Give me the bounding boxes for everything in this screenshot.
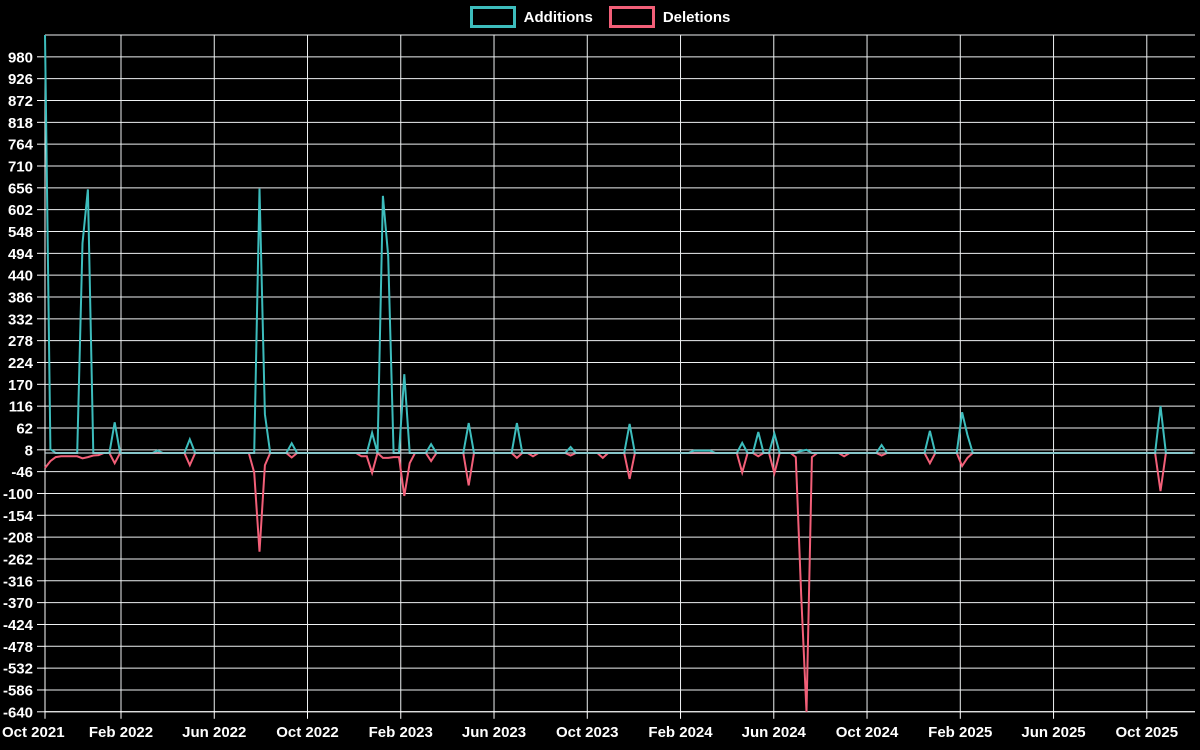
svg-text:-424: -424 (3, 617, 34, 634)
legend-additions-label: Additions (523, 8, 593, 26)
axes-and-ticks (37, 35, 1195, 719)
legend-deletions-label: Deletions (662, 8, 731, 26)
svg-text:-640: -640 (3, 704, 33, 721)
svg-text:62: 62 (16, 420, 33, 437)
svg-text:872: 872 (8, 93, 33, 110)
svg-text:602: 602 (8, 202, 33, 219)
svg-text:440: 440 (8, 268, 33, 285)
deletions-line (44, 451, 1193, 712)
svg-text:-208: -208 (3, 530, 33, 547)
gridlines (45, 34, 1195, 713)
x-axis-labels: Oct 2021 Feb 2022 Jun 2022 Oct 2022 Feb 2023… (2, 724, 1178, 741)
svg-text:Oct 2022: Oct 2022 (276, 724, 339, 741)
svg-text:8: 8 (25, 442, 33, 459)
chart-legend: Additions Deletions (0, 6, 1200, 28)
legend-item-additions[interactable]: Additions (469, 6, 593, 28)
svg-text:170: 170 (8, 377, 33, 394)
svg-text:818: 818 (8, 115, 33, 132)
svg-text:278: 278 (8, 333, 33, 350)
svg-text:-154: -154 (3, 508, 34, 525)
svg-text:Feb 2023: Feb 2023 (369, 724, 433, 741)
svg-text:494: 494 (8, 246, 34, 263)
additions-line (44, 34, 1193, 454)
legend-item-deletions[interactable]: Deletions (608, 6, 731, 28)
svg-text:Jun 2023: Jun 2023 (462, 724, 526, 741)
svg-text:Oct 2023: Oct 2023 (556, 724, 619, 741)
svg-text:764: 764 (8, 137, 34, 154)
svg-text:Jun 2025: Jun 2025 (1021, 724, 1085, 741)
svg-text:386: 386 (8, 289, 33, 306)
svg-text:Feb 2024: Feb 2024 (648, 724, 713, 741)
svg-text:Feb 2025: Feb 2025 (928, 724, 992, 741)
svg-text:Jun 2024: Jun 2024 (742, 724, 807, 741)
svg-text:-370: -370 (3, 595, 33, 612)
svg-text:Oct 2024: Oct 2024 (836, 724, 899, 741)
svg-text:Feb 2022: Feb 2022 (89, 724, 153, 741)
additions-swatch-icon (469, 6, 516, 28)
svg-text:-46: -46 (11, 464, 33, 481)
svg-text:-316: -316 (3, 573, 33, 590)
svg-text:926: 926 (8, 71, 33, 88)
svg-text:224: 224 (8, 355, 34, 372)
svg-text:-478: -478 (3, 639, 33, 656)
svg-text:116: 116 (9, 399, 33, 416)
svg-text:-532: -532 (3, 661, 33, 678)
deletions-swatch-icon (608, 6, 655, 28)
svg-text:-100: -100 (3, 486, 33, 503)
svg-text:710: 710 (8, 158, 33, 175)
svg-text:-262: -262 (3, 551, 33, 568)
svg-text:980: 980 (8, 49, 33, 66)
svg-text:656: 656 (8, 180, 33, 197)
y-axis-labels: 980 926 872 818 764 710 656 602 548 494 440 386 332 2… (3, 49, 34, 721)
svg-text:Jun 2022: Jun 2022 (182, 724, 246, 741)
svg-text:332: 332 (8, 311, 33, 328)
svg-text:548: 548 (8, 224, 33, 241)
svg-text:Oct 2021: Oct 2021 (2, 724, 65, 741)
svg-text:Oct 2025: Oct 2025 (1116, 724, 1179, 741)
svg-text:-586: -586 (3, 682, 33, 699)
